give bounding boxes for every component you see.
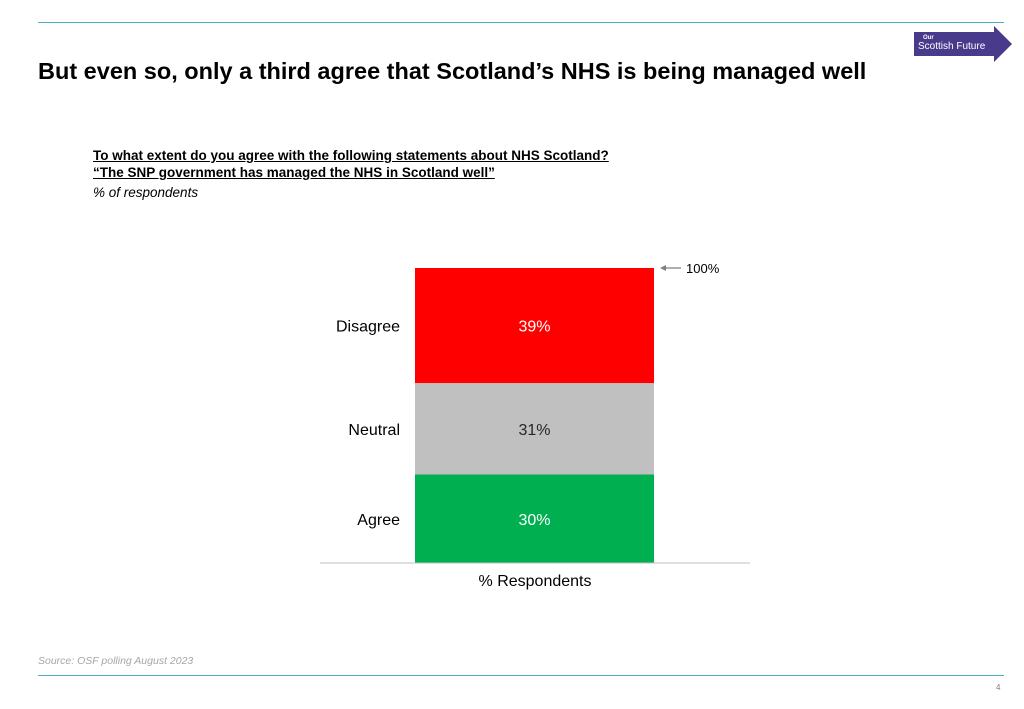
data-labels: 30% 31% 39%: [518, 319, 550, 529]
bar-segment-agree: [415, 474, 654, 563]
x-axis-label: % Respondents: [479, 573, 592, 590]
source-note: Source: OSF polling August 2023: [38, 655, 194, 667]
bar-segment-neutral: [415, 383, 654, 475]
bar-segments: [415, 268, 654, 563]
total-marker: 100%: [660, 261, 720, 276]
survey-statement: “The SNP government has managed the NHS …: [93, 165, 495, 180]
logo-arrow-shape: [914, 26, 1012, 62]
data-label-neutral: 31%: [518, 422, 550, 439]
data-label-agree: 30%: [518, 512, 550, 529]
logo-main-text: Scottish Future: [918, 41, 986, 52]
category-label-disagree: Disagree: [336, 319, 400, 336]
chart-subtitle: % of respondents: [93, 185, 199, 200]
top-rule: [38, 22, 1004, 23]
total-label: 100%: [686, 261, 720, 276]
bar-segment-disagree: [415, 268, 654, 384]
category-label-neutral: Neutral: [348, 422, 400, 439]
bottom-rule: [38, 675, 1004, 676]
page-number: 4: [996, 683, 1001, 692]
our-scottish-future-logo: Our Scottish Future: [914, 26, 1012, 62]
slide-headline: But even so, only a third agree that Sco…: [38, 58, 867, 84]
logo-top-text: Our: [923, 35, 934, 41]
survey-question: To what extent do you agree with the fol…: [93, 148, 609, 163]
total-arrow-icon: [660, 265, 666, 271]
data-label-disagree: 39%: [518, 319, 550, 336]
logo-arrow-icon: Our Scottish Future: [914, 26, 1012, 62]
category-label-agree: Agree: [357, 512, 400, 529]
category-labels: Agree Neutral Disagree: [336, 319, 400, 529]
